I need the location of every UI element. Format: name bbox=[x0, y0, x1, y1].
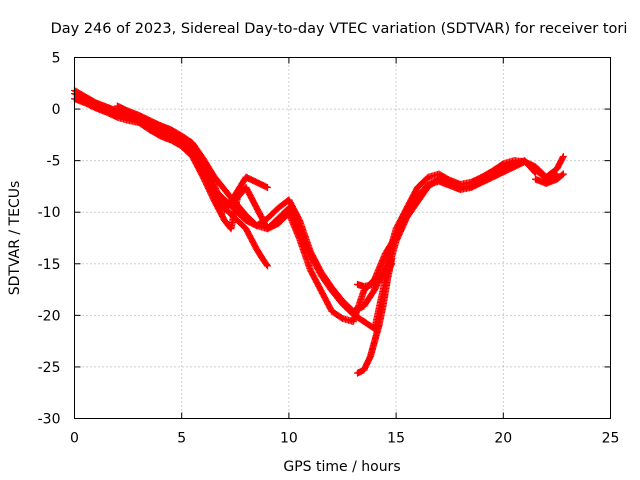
x-axis-label: GPS time / hours bbox=[283, 459, 400, 475]
y-tick-label: 5 bbox=[52, 51, 61, 67]
x-tick-label: 20 bbox=[494, 431, 512, 447]
y-tick-label: -30 bbox=[38, 412, 61, 428]
series-track-8 bbox=[531, 170, 567, 187]
chart-title: Day 246 of 2023, Sidereal Day-to-day VTE… bbox=[51, 21, 628, 37]
y-tick-label: -15 bbox=[38, 257, 61, 273]
x-tick-label: 15 bbox=[387, 431, 405, 447]
x-tick-label: 0 bbox=[70, 431, 79, 447]
series-track-4 bbox=[113, 102, 271, 270]
y-tick-label: -25 bbox=[38, 360, 61, 376]
y-tick-label: -5 bbox=[47, 154, 61, 170]
x-tick-label: 5 bbox=[177, 431, 186, 447]
y-tick-label: 0 bbox=[52, 102, 61, 118]
axis-ticks: 0 5 10 15 20 25 5 0 -5 -10 -15 -20 -25 -30 bbox=[38, 51, 620, 447]
y-tick-label: -20 bbox=[38, 308, 61, 324]
plus-markers bbox=[146, 121, 271, 214]
plot-frame bbox=[74, 57, 611, 419]
plus-markers bbox=[71, 95, 567, 326]
grid-lines bbox=[74, 57, 611, 419]
plus-markers bbox=[113, 102, 271, 270]
y-axis-label: SDTVAR / TECUs bbox=[7, 181, 23, 296]
y-tick-label: -10 bbox=[38, 205, 61, 221]
series-track-7 bbox=[354, 260, 396, 290]
x-tick-label: 10 bbox=[280, 431, 298, 447]
series-track-3 bbox=[71, 95, 567, 326]
plus-markers bbox=[531, 170, 567, 187]
series-track-5 bbox=[146, 121, 271, 214]
data-points bbox=[71, 87, 567, 377]
x-tick-label: 25 bbox=[602, 431, 620, 447]
plus-markers bbox=[354, 260, 396, 290]
